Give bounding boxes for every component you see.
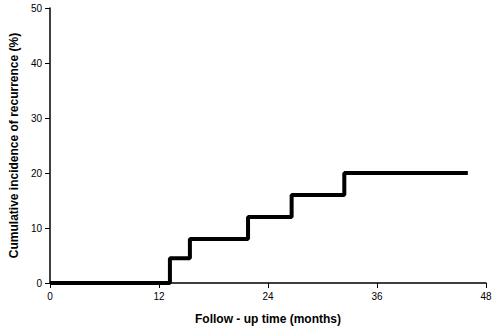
svg-text:36: 36 bbox=[371, 291, 383, 302]
svg-text:30: 30 bbox=[31, 113, 43, 124]
svg-text:50: 50 bbox=[31, 3, 43, 14]
svg-text:20: 20 bbox=[31, 168, 43, 179]
svg-text:0: 0 bbox=[36, 278, 42, 289]
svg-text:0: 0 bbox=[47, 291, 53, 302]
svg-text:48: 48 bbox=[480, 291, 492, 302]
svg-text:Follow - up time (months): Follow - up time (months) bbox=[195, 312, 341, 326]
svg-text:12: 12 bbox=[153, 291, 165, 302]
svg-text:40: 40 bbox=[31, 58, 43, 69]
svg-text:24: 24 bbox=[262, 291, 274, 302]
svg-text:Cumulative incidence of recurr: Cumulative incidence of recurrence (%) bbox=[7, 33, 21, 258]
svg-text:10: 10 bbox=[31, 223, 43, 234]
